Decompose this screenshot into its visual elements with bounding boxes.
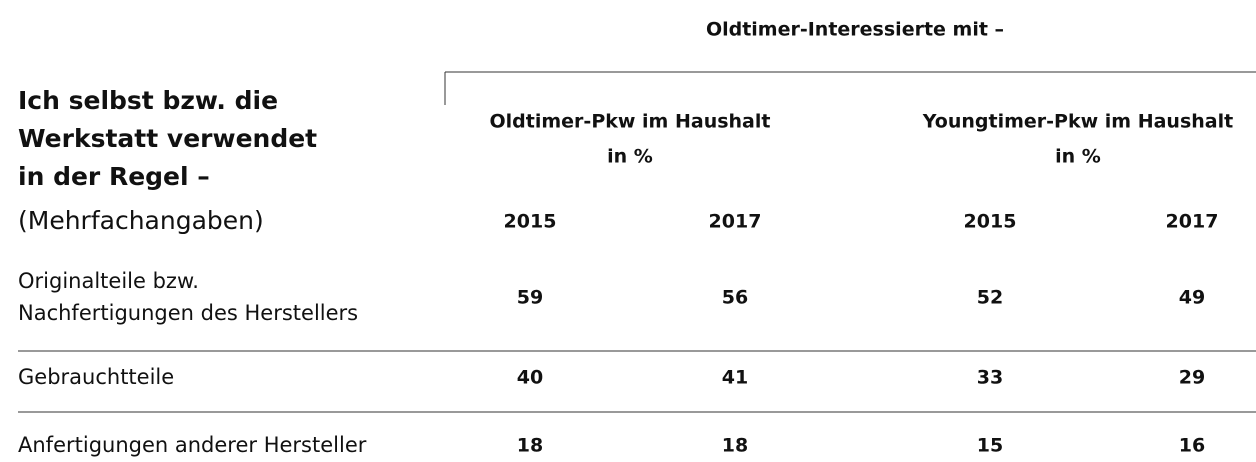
cell-value: 15 — [977, 435, 1003, 457]
cell-value: 56 — [722, 287, 748, 309]
year-header: 2015 — [964, 211, 1017, 233]
year-header: 2017 — [1166, 211, 1219, 233]
cell-value: 33 — [977, 367, 1003, 389]
corner-title: Werkstatt verwendet — [18, 124, 317, 153]
cell-value: 59 — [517, 287, 543, 309]
group-unit: in % — [607, 146, 653, 168]
cell-value: 52 — [977, 287, 1003, 309]
cell-value: 49 — [1179, 287, 1205, 309]
year-header: 2015 — [504, 211, 557, 233]
corner-title: in der Regel – — [18, 162, 210, 191]
cell-value: 18 — [722, 435, 748, 457]
row-label: Nachfertigungen des Herstellers — [18, 301, 358, 325]
row-label: Gebrauchtteile — [18, 365, 174, 389]
row-label: Anfertigungen anderer Hersteller — [18, 433, 367, 457]
group-header: Youngtimer-Pkw im Haushalt — [922, 111, 1233, 133]
group-unit: in % — [1055, 146, 1101, 168]
corner-note: (Mehrfachangaben) — [18, 206, 264, 235]
cell-value: 29 — [1179, 367, 1205, 389]
group-header: Oldtimer-Pkw im Haushalt — [490, 111, 771, 133]
corner-title: Ich selbst bzw. die — [18, 86, 278, 115]
cell-value: 40 — [517, 367, 543, 389]
cell-value: 41 — [722, 367, 748, 389]
cell-value: 16 — [1179, 435, 1205, 457]
row-label: Originalteile bzw. — [18, 269, 199, 293]
header-title: Oldtimer-Interessierte mit – — [706, 19, 1004, 41]
year-header: 2017 — [709, 211, 762, 233]
cell-value: 18 — [517, 435, 543, 457]
